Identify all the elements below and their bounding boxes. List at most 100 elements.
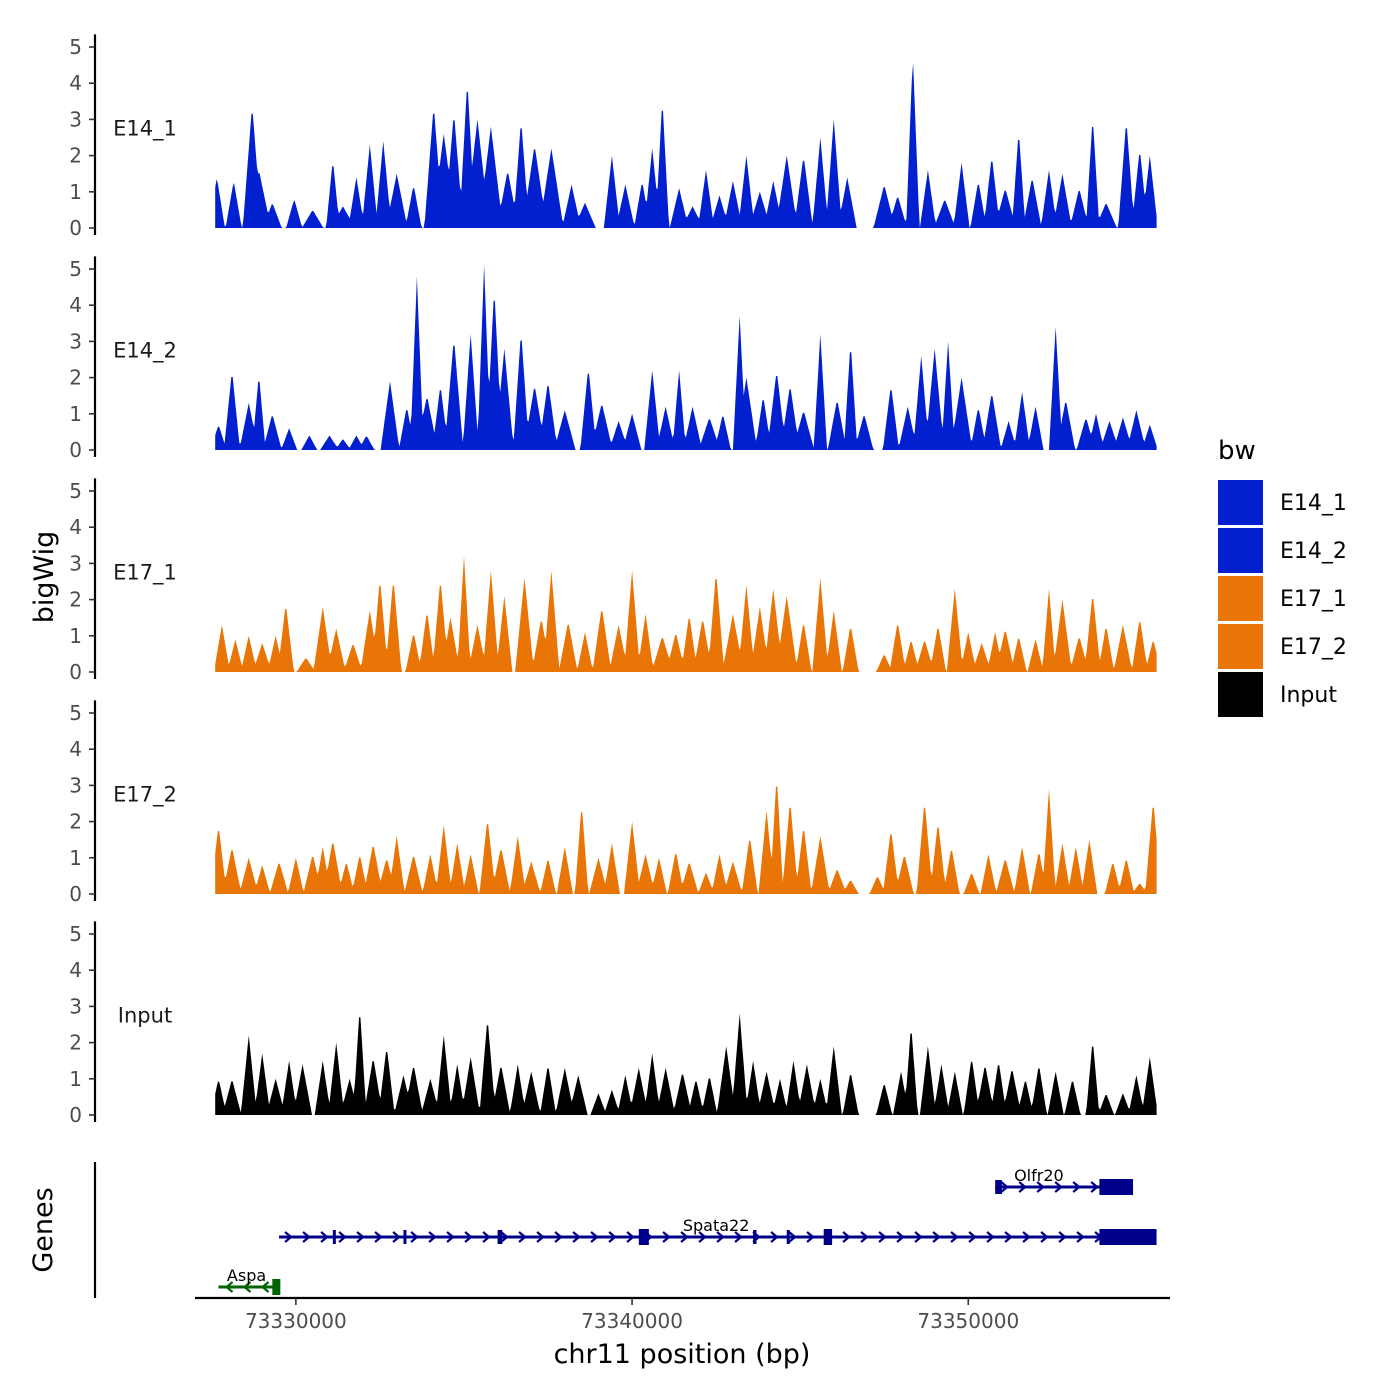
genes-panel-title: Genes (28, 1187, 59, 1272)
strand-chevron (860, 1231, 869, 1243)
strand-chevron (698, 1231, 707, 1243)
strand-chevron (734, 1231, 743, 1243)
legend-label: E17_1 (1280, 587, 1347, 612)
signal-area-E14_2 (215, 265, 1157, 450)
y-tick-label: 2 (69, 366, 82, 390)
gene-exon (995, 1180, 1002, 1194)
strand-chevron (500, 1231, 509, 1243)
strand-chevron (1072, 1181, 1081, 1193)
y-tick-label: 1 (69, 180, 82, 204)
legend-label: E14_2 (1280, 539, 1347, 564)
strand-chevron (1040, 1231, 1049, 1243)
track-label: Input (118, 1004, 172, 1028)
y-tick-label: 4 (69, 71, 82, 95)
track-label: E14_1 (113, 117, 177, 142)
track-Input: 0 1 2 3 4 5 Input (69, 921, 1157, 1127)
y-tick-label: 1 (69, 1067, 82, 1091)
gene-exon (1099, 1179, 1134, 1195)
y-tick-label: 3 (69, 773, 82, 797)
legend-label: E14_1 (1280, 491, 1347, 516)
legend-swatch (1218, 576, 1263, 621)
strand-chevron (224, 1281, 234, 1293)
y-tick-label: 5 (69, 701, 82, 725)
x-axis-title: chr11 position (bp) (554, 1339, 811, 1370)
y-tick-label: 3 (69, 329, 82, 353)
strand-chevron (806, 1231, 815, 1243)
gene-exon (403, 1230, 407, 1244)
y-tick-label: 1 (69, 846, 82, 870)
strand-chevron (842, 1231, 851, 1243)
signal-area-Input (215, 1013, 1157, 1115)
y-tick-label: 5 (69, 35, 82, 59)
x-tick-label: 73340000 (581, 1309, 683, 1333)
strand-chevron (716, 1231, 725, 1243)
strand-chevron (410, 1231, 419, 1243)
strand-chevron (338, 1231, 347, 1243)
y-tick-label: 3 (69, 994, 82, 1018)
strand-chevron (626, 1231, 635, 1243)
signal-area-E17_1 (215, 556, 1157, 672)
gene-exon (332, 1230, 336, 1244)
strand-chevron (1004, 1231, 1013, 1243)
track-E17_1: 0 1 2 3 4 5 E17_1 (69, 478, 1157, 684)
y-tick-label: 3 (69, 107, 82, 131)
gene-exon (823, 1229, 833, 1245)
strand-chevron (914, 1231, 923, 1243)
strand-chevron (950, 1231, 959, 1243)
y-tick-label: 4 (69, 737, 82, 761)
track-E17_2: 0 1 2 3 4 5 E17_2 (69, 700, 1157, 906)
gene-Aspa: Aspa (218, 1266, 281, 1295)
legend-swatch (1218, 672, 1263, 717)
strand-chevron (932, 1231, 941, 1243)
strand-chevron (320, 1231, 329, 1243)
y-axis-title: bigWig (29, 531, 60, 624)
strand-chevron (260, 1281, 270, 1293)
strand-chevron (572, 1231, 581, 1243)
strand-chevron (590, 1231, 599, 1243)
y-tick-label: 5 (69, 257, 82, 281)
gene-Spata22: Spata22 (279, 1216, 1157, 1245)
strand-chevron (1000, 1181, 1009, 1193)
strand-chevron (788, 1231, 797, 1243)
y-tick-label: 0 (69, 882, 82, 906)
y-tick-label: 1 (69, 624, 82, 648)
y-tick-label: 2 (69, 810, 82, 834)
y-tick-label: 2 (69, 588, 82, 612)
strand-chevron (446, 1231, 455, 1243)
signal-area-E14_1 (215, 62, 1157, 229)
gene-label: Spata22 (683, 1216, 750, 1235)
x-tick-label: 73350000 (917, 1309, 1019, 1333)
gene-label: Aspa (227, 1266, 266, 1285)
y-tick-label: 0 (69, 216, 82, 240)
y-tick-label: 4 (69, 515, 82, 539)
legend-title: bw (1218, 436, 1256, 466)
track-E14_2: 0 1 2 3 4 5 E14_2 (69, 256, 1157, 462)
y-tick-label: 0 (69, 438, 82, 462)
strand-chevron (464, 1231, 473, 1243)
strand-chevron (968, 1231, 977, 1243)
track-label: E17_2 (113, 783, 177, 808)
track-label: E17_1 (113, 561, 177, 586)
legend-swatch (1218, 528, 1263, 573)
strand-chevron (392, 1231, 401, 1243)
strand-chevron (1054, 1181, 1063, 1193)
y-tick-label: 0 (69, 1103, 82, 1127)
strand-chevron (1036, 1181, 1045, 1193)
y-tick-label: 5 (69, 922, 82, 946)
gene-exon (1099, 1229, 1157, 1245)
y-tick-label: 4 (69, 293, 82, 317)
gene-exon (272, 1279, 281, 1295)
y-tick-label: 2 (69, 1031, 82, 1055)
legend-swatch (1218, 480, 1263, 525)
strand-chevron (770, 1231, 779, 1243)
strand-chevron (896, 1231, 905, 1243)
track-label: E14_2 (113, 339, 177, 364)
strand-chevron (284, 1231, 293, 1243)
strand-chevron (374, 1231, 383, 1243)
strand-chevron (518, 1231, 527, 1243)
y-tick-label: 4 (69, 958, 82, 982)
y-tick-label: 3 (69, 551, 82, 575)
strand-chevron (302, 1231, 311, 1243)
x-tick-label: 73330000 (245, 1309, 347, 1333)
legend-label: E17_2 (1280, 635, 1347, 660)
